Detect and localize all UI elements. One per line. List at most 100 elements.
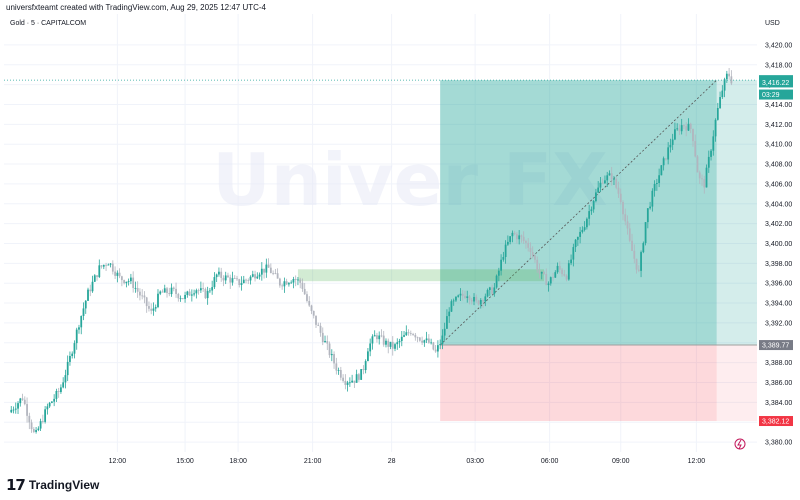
candle-body[interactable]: [30, 422, 33, 430]
candle-body[interactable]: [310, 305, 313, 311]
candle-body[interactable]: [172, 287, 175, 289]
candle-body[interactable]: [348, 382, 351, 384]
candle-body[interactable]: [497, 270, 500, 276]
candle-body[interactable]: [484, 296, 487, 302]
candle-body[interactable]: [344, 380, 347, 385]
candle-body[interactable]: [558, 265, 561, 270]
candle-body[interactable]: [114, 271, 116, 276]
candle-body[interactable]: [655, 183, 658, 184]
candle-body[interactable]: [186, 291, 189, 295]
candle-body[interactable]: [105, 264, 107, 266]
candle-body[interactable]: [319, 325, 322, 333]
candle-body[interactable]: [450, 301, 453, 312]
candle-body[interactable]: [703, 179, 706, 188]
candle-body[interactable]: [324, 340, 326, 343]
candle-body[interactable]: [281, 285, 284, 287]
candle-body[interactable]: [448, 311, 451, 317]
candle-body[interactable]: [351, 380, 354, 383]
candle-body[interactable]: [687, 123, 690, 131]
symbol-title[interactable]: Gold · 5 · CAPITALCOM: [10, 20, 87, 27]
candle-body[interactable]: [195, 290, 198, 294]
candle-body[interactable]: [721, 90, 724, 98]
candle-body[interactable]: [55, 390, 58, 399]
candle-body[interactable]: [98, 265, 101, 278]
candle-body[interactable]: [678, 128, 681, 132]
candle-body[interactable]: [400, 336, 403, 341]
candle-body[interactable]: [579, 231, 582, 237]
candle-body[interactable]: [707, 156, 710, 168]
candle-body[interactable]: [161, 291, 164, 293]
candle-body[interactable]: [581, 229, 584, 232]
candle-body[interactable]: [613, 178, 615, 180]
candle-body[interactable]: [653, 183, 656, 191]
profit-target-zone[interactable]: [440, 80, 717, 346]
candle-body[interactable]: [380, 335, 383, 337]
candle-body[interactable]: [493, 287, 496, 294]
candle-body[interactable]: [567, 263, 570, 280]
candle-body[interactable]: [190, 294, 193, 296]
candle-body[interactable]: [398, 340, 401, 343]
candle-body[interactable]: [565, 275, 568, 280]
candle-body[interactable]: [197, 290, 200, 292]
candle-body[interactable]: [367, 351, 369, 362]
candle-body[interactable]: [229, 277, 232, 283]
candle-body[interactable]: [405, 332, 408, 336]
candle-body[interactable]: [504, 244, 507, 258]
candle-body[interactable]: [597, 187, 600, 193]
candle-body[interactable]: [127, 281, 130, 282]
candle-body[interactable]: [529, 247, 532, 253]
candle-body[interactable]: [525, 240, 527, 243]
candle-body[interactable]: [199, 288, 202, 291]
candle-body[interactable]: [486, 290, 489, 297]
candle-body[interactable]: [624, 214, 627, 222]
candle-body[interactable]: [425, 338, 428, 341]
candle-body[interactable]: [48, 402, 51, 407]
candle-body[interactable]: [689, 123, 692, 129]
candle-body[interactable]: [545, 273, 548, 286]
candle-body[interactable]: [285, 281, 288, 285]
candle-body[interactable]: [290, 282, 293, 284]
candle-body[interactable]: [626, 221, 629, 229]
candle-body[interactable]: [326, 340, 329, 344]
candle-body[interactable]: [527, 242, 530, 248]
candle-body[interactable]: [218, 271, 220, 275]
candle-body[interactable]: [342, 377, 344, 381]
candle-body[interactable]: [231, 278, 234, 283]
candle-body[interactable]: [667, 147, 670, 160]
candle-body[interactable]: [346, 382, 349, 385]
candle-body[interactable]: [360, 369, 363, 380]
candle-body[interactable]: [570, 259, 572, 264]
candle-body[interactable]: [712, 136, 715, 151]
candle-body[interactable]: [333, 354, 335, 364]
candle-body[interactable]: [39, 421, 42, 429]
candle-body[interactable]: [725, 73, 728, 80]
candle-body[interactable]: [599, 182, 602, 188]
candle-body[interactable]: [592, 201, 595, 210]
candle-body[interactable]: [211, 287, 214, 291]
candle-body[interactable]: [692, 128, 694, 142]
candle-body[interactable]: [193, 293, 196, 295]
candle-body[interactable]: [604, 180, 606, 184]
candle-body[interactable]: [21, 398, 24, 400]
candle-body[interactable]: [520, 235, 523, 237]
candle-body[interactable]: [701, 178, 703, 180]
candle-body[interactable]: [488, 287, 491, 291]
candle-body[interactable]: [163, 288, 166, 293]
candle-body[interactable]: [432, 342, 435, 350]
candle-body[interactable]: [26, 404, 28, 416]
candle-body[interactable]: [249, 276, 252, 281]
candle-body[interactable]: [301, 282, 304, 289]
candle-body[interactable]: [69, 356, 71, 362]
candle-body[interactable]: [265, 264, 268, 273]
candle-body[interactable]: [635, 258, 638, 270]
candle-body[interactable]: [416, 337, 419, 339]
candle-body[interactable]: [129, 277, 132, 282]
candle-body[interactable]: [177, 293, 180, 299]
candle-body[interactable]: [312, 310, 315, 316]
candle-body[interactable]: [71, 353, 74, 357]
candle-body[interactable]: [622, 202, 624, 215]
candle-body[interactable]: [125, 281, 128, 284]
candle-body[interactable]: [269, 267, 272, 273]
candle-body[interactable]: [631, 240, 633, 251]
candle-body[interactable]: [588, 211, 591, 219]
